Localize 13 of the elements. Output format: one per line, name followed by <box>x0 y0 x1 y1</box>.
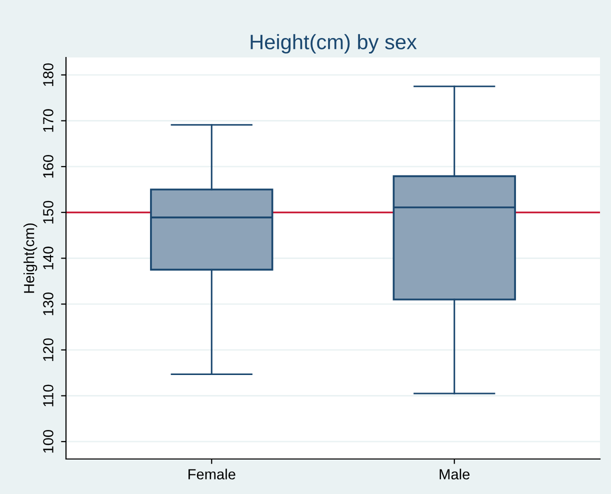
y-tick-label: 160 <box>43 154 54 178</box>
y-tick-label: 170 <box>43 109 54 132</box>
y-tick-label: 130 <box>43 292 54 316</box>
y-axis-title: Height(cm) <box>24 224 38 293</box>
y-tick-label: 100 <box>43 430 54 453</box>
y-tick-label: 110 <box>43 384 54 406</box>
x-tick-label: Female <box>188 468 236 480</box>
y-tick-label: 180 <box>43 63 54 86</box>
y-tick-label: 120 <box>43 338 54 361</box>
y-tick-label: 150 <box>43 200 54 224</box>
chart-title: Height(cm) by sex <box>250 34 417 54</box>
x-tick-label: Male <box>440 468 470 480</box>
y-tick-label: 140 <box>43 246 54 270</box>
